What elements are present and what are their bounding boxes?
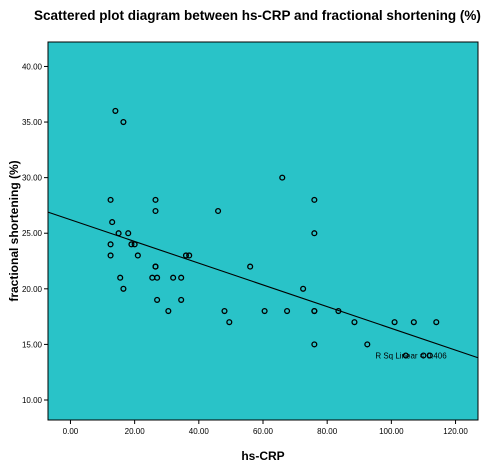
data-point xyxy=(402,352,409,359)
y-tick-label: 35.00 xyxy=(22,118,43,127)
data-point xyxy=(154,296,161,303)
plot-area xyxy=(47,41,479,421)
data-point xyxy=(335,307,342,315)
data-point xyxy=(170,274,177,281)
data-point xyxy=(226,319,233,326)
data-point xyxy=(134,252,141,259)
data-point xyxy=(165,307,172,315)
data-point xyxy=(178,274,185,281)
x-tick-label: 20.00 xyxy=(125,427,146,436)
data-point xyxy=(351,319,358,326)
data-point xyxy=(120,285,127,292)
data-point xyxy=(107,241,114,248)
data-point xyxy=(125,230,132,237)
data-point xyxy=(186,252,193,259)
data-point xyxy=(284,307,291,315)
data-point xyxy=(182,252,190,259)
data-point xyxy=(107,196,114,203)
y-tick-label: 40.00 xyxy=(22,62,43,71)
data-point xyxy=(410,319,417,326)
data-point xyxy=(311,307,318,315)
data-point xyxy=(154,274,161,281)
x-axis: 0.00 20.00 40.00 60.00 80.00 100.00 120.00 xyxy=(63,420,468,436)
data-point xyxy=(117,274,124,281)
data-point xyxy=(115,230,122,237)
x-tick-label: 40.00 xyxy=(189,427,210,436)
data-point xyxy=(128,241,135,248)
data-point xyxy=(311,230,318,237)
data-point xyxy=(247,263,254,270)
data-point xyxy=(152,196,159,203)
data-point xyxy=(131,241,138,248)
fit-line-layer xyxy=(47,211,479,359)
y-axis: 10.00 15.00 20.00 25.00 30.00 35.00 40.00 xyxy=(22,62,48,405)
data-point xyxy=(311,196,318,203)
data-point xyxy=(178,296,185,303)
data-point xyxy=(433,319,440,326)
data-point xyxy=(279,174,286,181)
data-point xyxy=(109,219,116,226)
chart-title: Scattered plot diagram between hs-CRP an… xyxy=(34,8,481,23)
x-tick-label: 60.00 xyxy=(253,427,274,436)
data-point xyxy=(420,352,427,359)
r-squared-annotation: R Sq Linear = 0.406 xyxy=(375,352,447,361)
data-point xyxy=(215,207,222,215)
data-point xyxy=(311,341,318,348)
data-point xyxy=(300,285,307,292)
x-tick-label: 0.00 xyxy=(63,427,79,436)
data-point xyxy=(152,263,159,270)
x-tick-label: 120.00 xyxy=(443,427,468,436)
y-tick-label: 30.00 xyxy=(22,174,43,183)
data-point xyxy=(120,118,127,126)
data-point xyxy=(112,107,119,114)
fit-line xyxy=(47,211,479,359)
data-point xyxy=(364,341,371,348)
points-layer xyxy=(107,107,440,359)
x-axis-title: hs-CRP xyxy=(241,449,284,463)
data-point xyxy=(152,207,159,215)
data-point xyxy=(107,252,114,259)
data-point xyxy=(426,352,433,359)
data-point xyxy=(391,319,398,326)
y-tick-label: 15.00 xyxy=(22,340,43,349)
annotation-layer: R Sq Linear = 0.406 xyxy=(375,352,447,361)
x-tick-label: 80.00 xyxy=(317,427,338,436)
y-axis-title: fractional shortening (%) xyxy=(7,160,21,301)
data-point xyxy=(261,307,268,315)
x-tick-label: 100.00 xyxy=(379,427,404,436)
y-tick-label: 10.00 xyxy=(22,396,43,405)
y-tick-label: 20.00 xyxy=(22,285,43,294)
y-tick-label: 25.00 xyxy=(22,229,43,238)
data-point xyxy=(221,307,228,315)
